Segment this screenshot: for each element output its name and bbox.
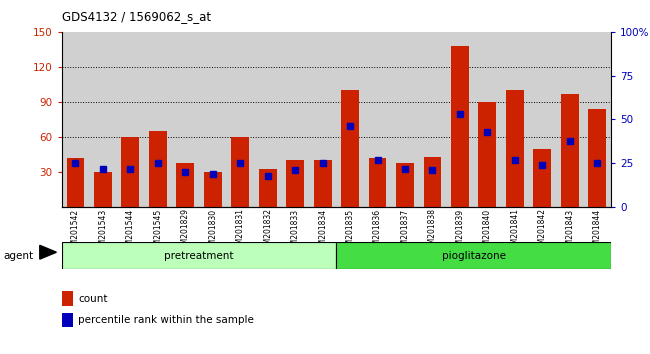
Bar [204, 172, 222, 207]
Bar [451, 46, 469, 207]
Bar [561, 94, 579, 207]
Bar [231, 137, 249, 207]
Bar [478, 102, 497, 207]
Bar [396, 163, 414, 207]
Bar [62, 242, 337, 269]
Polygon shape [40, 245, 57, 259]
Bar [149, 131, 167, 207]
Text: count: count [78, 294, 107, 304]
Text: pioglitazone: pioglitazone [442, 251, 506, 261]
Bar [534, 149, 551, 207]
Bar [314, 160, 332, 207]
Bar [94, 172, 112, 207]
Bar [122, 137, 139, 207]
Bar [286, 160, 304, 207]
Text: pretreatment: pretreatment [164, 251, 234, 261]
Bar [369, 158, 387, 207]
Bar [66, 158, 84, 207]
Bar [506, 90, 524, 207]
Bar [337, 242, 611, 269]
Bar [588, 109, 606, 207]
Bar [341, 90, 359, 207]
Text: GDS4132 / 1569062_s_at: GDS4132 / 1569062_s_at [62, 10, 211, 23]
Bar [176, 163, 194, 207]
Bar [259, 169, 277, 207]
Text: agent: agent [3, 251, 33, 261]
Text: percentile rank within the sample: percentile rank within the sample [78, 315, 254, 325]
Bar [424, 157, 441, 207]
